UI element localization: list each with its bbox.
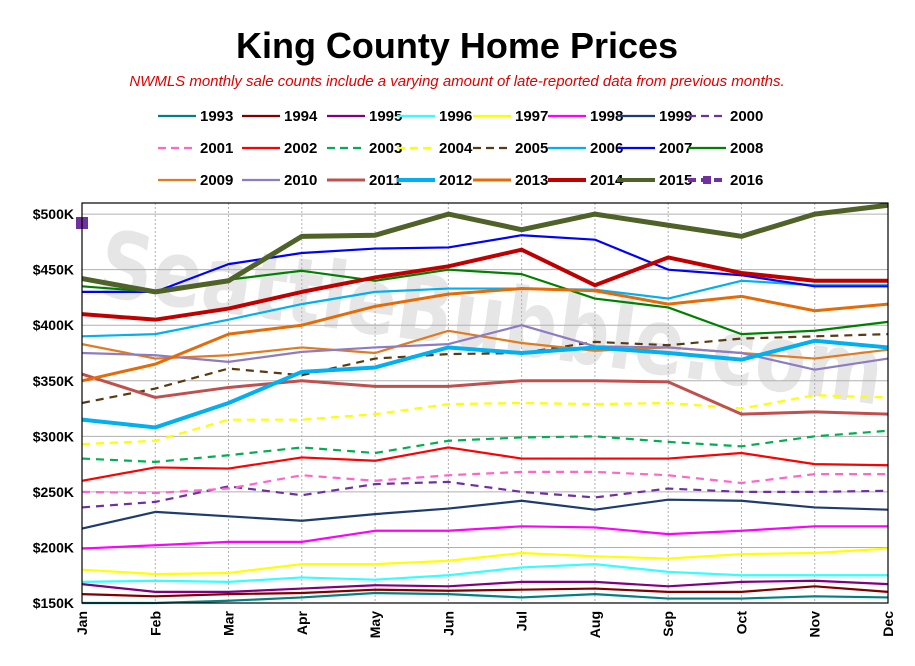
legend-label-1998: 1998 xyxy=(590,108,623,125)
series-line-2007 xyxy=(82,234,888,293)
y-tick-label: $500K xyxy=(33,206,74,222)
y-tick-label: $350K xyxy=(33,373,74,389)
legend-label-2012: 2012 xyxy=(439,172,472,189)
x-tick-label: Jan xyxy=(74,611,90,635)
y-tick-label: $250K xyxy=(33,484,74,500)
x-tick-label: Nov xyxy=(807,611,823,638)
x-tick-label: Mar xyxy=(221,610,237,635)
x-tick-label: Sep xyxy=(660,611,676,637)
series-line-2001 xyxy=(81,470,888,495)
x-tick-label: May xyxy=(367,611,383,638)
y-tick-label: $300K xyxy=(33,428,74,444)
legend-label-1993: 1993 xyxy=(200,108,233,125)
series-line-2011 xyxy=(81,372,889,416)
x-tick-label: Dec xyxy=(880,611,896,637)
legend-label-2010: 2010 xyxy=(284,172,317,189)
series-line-2013 xyxy=(81,287,889,383)
legend-label-1997: 1997 xyxy=(515,108,548,125)
legend: 1993 1994 1995 1996 1997 1998 1999 2000 2001 2002… xyxy=(158,108,763,189)
series-line-2005 xyxy=(81,333,889,405)
series-line-2015 xyxy=(81,202,889,295)
legend-label-2002: 2002 xyxy=(284,140,317,157)
legend-label-2000: 2000 xyxy=(730,108,763,125)
legend-label-2016: 2016 xyxy=(730,172,763,189)
x-tick-label: Oct xyxy=(733,611,749,635)
legend-label-2003: 2003 xyxy=(369,140,402,157)
legend-label-2001: 2001 xyxy=(200,140,233,157)
plot-border xyxy=(81,202,889,604)
legend-marker-2016 xyxy=(703,176,711,184)
y-tick-label: $200K xyxy=(33,539,74,555)
legend-label-2005: 2005 xyxy=(515,140,548,157)
legend-label-2004: 2004 xyxy=(439,140,473,157)
legend-label-2007: 2007 xyxy=(659,140,692,157)
chart-subtitle: NWMLS monthly sale counts include a vary… xyxy=(129,73,784,90)
legend-label-1994: 1994 xyxy=(284,108,318,125)
legend-label-2011: 2011 xyxy=(369,172,402,189)
y-tick-label: $400K xyxy=(33,317,74,333)
series-line-1995 xyxy=(81,579,889,593)
legend-label-1999: 1999 xyxy=(659,108,692,125)
legend-label-2014: 2014 xyxy=(590,172,624,189)
x-tick-label: Jun xyxy=(440,611,456,636)
legend-label-1995: 1995 xyxy=(369,108,402,125)
series-line-1997 xyxy=(81,547,889,576)
series-line-2006 xyxy=(81,279,888,338)
series-line-2002 xyxy=(81,446,889,482)
series-line-1998 xyxy=(81,525,888,550)
series-line-2003 xyxy=(81,429,889,463)
x-tick-label: Apr xyxy=(294,610,310,635)
legend-label-1996: 1996 xyxy=(439,108,472,125)
y-tick-label: $150K xyxy=(33,595,74,611)
legend-label-2006: 2006 xyxy=(590,140,623,157)
series-line-1996 xyxy=(81,563,888,583)
x-tick-label: Feb xyxy=(147,611,163,636)
x-tick-label: Jul xyxy=(514,611,530,631)
legend-label-2009: 2009 xyxy=(200,172,233,189)
series-lines xyxy=(76,202,889,605)
chart-title: King County Home Prices xyxy=(236,25,678,66)
y-axis: $150K $200K $250K $300K $350K $400K $450K $500K xyxy=(33,206,74,611)
series-line-2014 xyxy=(81,247,888,322)
series-line-2012 xyxy=(81,338,889,430)
legend-label-2008: 2008 xyxy=(730,140,763,157)
y-tick-label: $450K xyxy=(33,262,74,278)
x-tick-label: Aug xyxy=(587,611,603,638)
series-line-2004 xyxy=(81,394,889,446)
series-line-2009 xyxy=(81,329,889,360)
series-line-1994 xyxy=(81,585,889,598)
series-line-1999 xyxy=(81,498,889,530)
series-line-1993 xyxy=(82,591,889,605)
watermark: SeattleBubble.com xyxy=(93,211,890,427)
x-axis: Jan Feb Mar Apr May Jun Jul Aug Sep Oct Nov Dec xyxy=(74,610,896,638)
legend-label-2013: 2013 xyxy=(515,172,548,189)
legend-label-2015: 2015 xyxy=(659,172,692,189)
series-line-2000 xyxy=(81,480,889,509)
plot-area: SeattleBubble.com xyxy=(76,202,890,605)
